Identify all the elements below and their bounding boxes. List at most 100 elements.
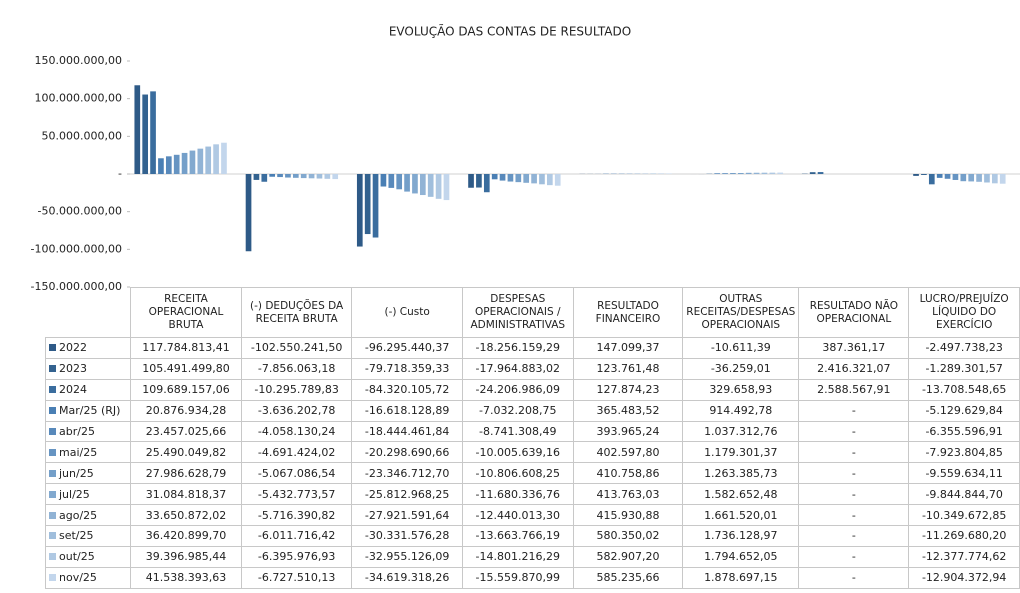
bar (181, 152, 188, 174)
bar (404, 174, 410, 192)
bar (499, 174, 506, 181)
legend-swatch (49, 448, 56, 456)
category-header: LUCRO/PREJUÍZO LÍQUIDO DO EXERCÍCIO (908, 287, 1020, 338)
legend-swatch (49, 553, 56, 561)
bar (419, 174, 426, 196)
bar (507, 174, 514, 182)
value-cell: -13.663.766,19 (461, 525, 574, 547)
series-row: mai/25 25.490.049,82 -4.691.424,02 -20.298.… (44, 441, 1020, 464)
value-cell: -8.741.308,49 (461, 420, 574, 443)
value-cell: -6.011.716,42 (240, 525, 353, 547)
category-header: RESULTADO FINANCEIRO (572, 287, 684, 338)
legend-label: jun/25 (59, 466, 94, 480)
legend-swatch (49, 407, 56, 415)
legend-entry: mai/25 (44, 441, 132, 464)
bar (928, 174, 935, 185)
value-cell: - (798, 483, 910, 506)
legend-entry: Mar/25 (RJ) (44, 399, 132, 422)
value-cell: -20.298.690,66 (351, 441, 463, 464)
bar (769, 172, 776, 174)
category-header: RECEITA OPERACIONAL BRUTA (130, 287, 242, 338)
bar (761, 172, 768, 174)
bar (976, 174, 982, 182)
bar (300, 174, 307, 179)
bar (531, 174, 537, 184)
value-cell: 2.416.321,07 (798, 357, 910, 380)
bar (722, 173, 728, 174)
legend-entry: out/25 (44, 545, 132, 568)
value-cell: -1.289.301,57 (908, 357, 1020, 380)
bar (372, 174, 379, 238)
value-cell: -3.636.202,78 (240, 399, 353, 422)
value-cell: -10.005.639,16 (461, 441, 574, 464)
bar (316, 174, 323, 179)
bar (435, 174, 442, 199)
legend-swatch (49, 511, 56, 519)
series-row: 2024 109.689.157,06 -10.295.789,83 -84.320.… (44, 378, 1020, 401)
value-cell: 402.597,80 (572, 441, 684, 464)
legend-label: nov/25 (59, 571, 97, 585)
y-tick-label: 150.000.000,00 (35, 54, 122, 67)
bar (515, 174, 522, 183)
bar (427, 174, 434, 197)
value-cell: -32.955.126,09 (351, 545, 463, 568)
bar (364, 174, 371, 235)
legend-entry: abr/25 (44, 420, 132, 443)
legend-swatch (49, 386, 56, 394)
bar (396, 174, 403, 190)
y-tick-label: 100.000.000,00 (35, 92, 122, 105)
series-row: ago/25 33.650.872,02 -5.716.390,82 -27.921.… (44, 504, 1020, 527)
value-cell: -11.680.336,76 (461, 483, 574, 506)
value-cell: -10.295.789,83 (240, 378, 353, 401)
value-cell: -13.708.548,65 (908, 378, 1020, 401)
value-cell: -4.058.130,24 (240, 420, 353, 443)
bar (412, 174, 418, 194)
bar (142, 94, 149, 174)
bar (714, 173, 721, 174)
value-cell: -9.559.634,11 (908, 462, 1020, 485)
value-cell: -6.395.976,93 (240, 545, 353, 568)
bar (173, 154, 180, 174)
bar (817, 172, 824, 174)
bar (165, 156, 172, 174)
value-cell: 36.420.899,70 (130, 525, 242, 547)
bar (913, 174, 919, 176)
legend-label: ago/25 (59, 508, 98, 522)
value-cell: 582.907,20 (572, 545, 684, 568)
series-row: Mar/25 (RJ) 20.876.934,28 -3.636.202,78 -16… (44, 399, 1020, 422)
bar (213, 144, 219, 174)
legend-label: set/25 (59, 529, 94, 543)
bar (443, 174, 450, 201)
value-cell: - (798, 420, 910, 443)
legend-swatch (49, 469, 56, 477)
bar (189, 150, 196, 174)
legend-swatch (49, 532, 56, 540)
value-cell: -30.331.576,28 (351, 525, 463, 547)
bar (261, 174, 268, 182)
legend-entry: 2023 (44, 357, 132, 380)
bar (777, 172, 784, 174)
legend-swatch (49, 574, 56, 582)
value-cell: -5.716.390,82 (240, 504, 353, 527)
legend-entry: ago/25 (44, 504, 132, 527)
value-cell: 2.588.567,91 (798, 378, 910, 401)
bar (468, 174, 474, 188)
legend-swatch (49, 428, 56, 435)
value-cell: -15.559.870,99 (461, 566, 574, 589)
value-cell: -79.718.359,33 (351, 357, 463, 380)
value-cell: -16.618.128,89 (351, 399, 463, 422)
value-cell: -18.444.461,84 (351, 420, 463, 443)
bar (968, 174, 975, 182)
data-table: RECEITA OPERACIONAL BRUTA (-) DEDUÇÕES DA… (44, 287, 1020, 589)
value-cell: -7.923.804,85 (908, 441, 1020, 464)
value-cell: 23.457.025,66 (130, 420, 242, 443)
bar (253, 174, 260, 180)
bar (809, 172, 816, 174)
value-cell: 105.491.499,80 (130, 357, 242, 380)
value-cell: 393.965,24 (572, 420, 684, 443)
bar (245, 174, 252, 252)
category-header: (-) Custo (351, 287, 463, 338)
value-cell: 1.037.312,76 (682, 420, 800, 443)
legend-label: 2024 (59, 383, 87, 397)
